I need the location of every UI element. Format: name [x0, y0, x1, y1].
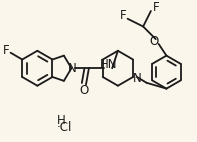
Text: O: O: [79, 84, 89, 97]
Text: N: N: [133, 72, 141, 85]
Text: H: H: [57, 114, 66, 127]
Text: ·Cl: ·Cl: [57, 121, 72, 134]
Text: F: F: [152, 1, 159, 14]
Text: O: O: [149, 35, 158, 48]
Text: N: N: [68, 62, 77, 75]
Text: F: F: [119, 9, 126, 22]
Text: F: F: [2, 44, 9, 57]
Text: HN: HN: [99, 58, 117, 71]
